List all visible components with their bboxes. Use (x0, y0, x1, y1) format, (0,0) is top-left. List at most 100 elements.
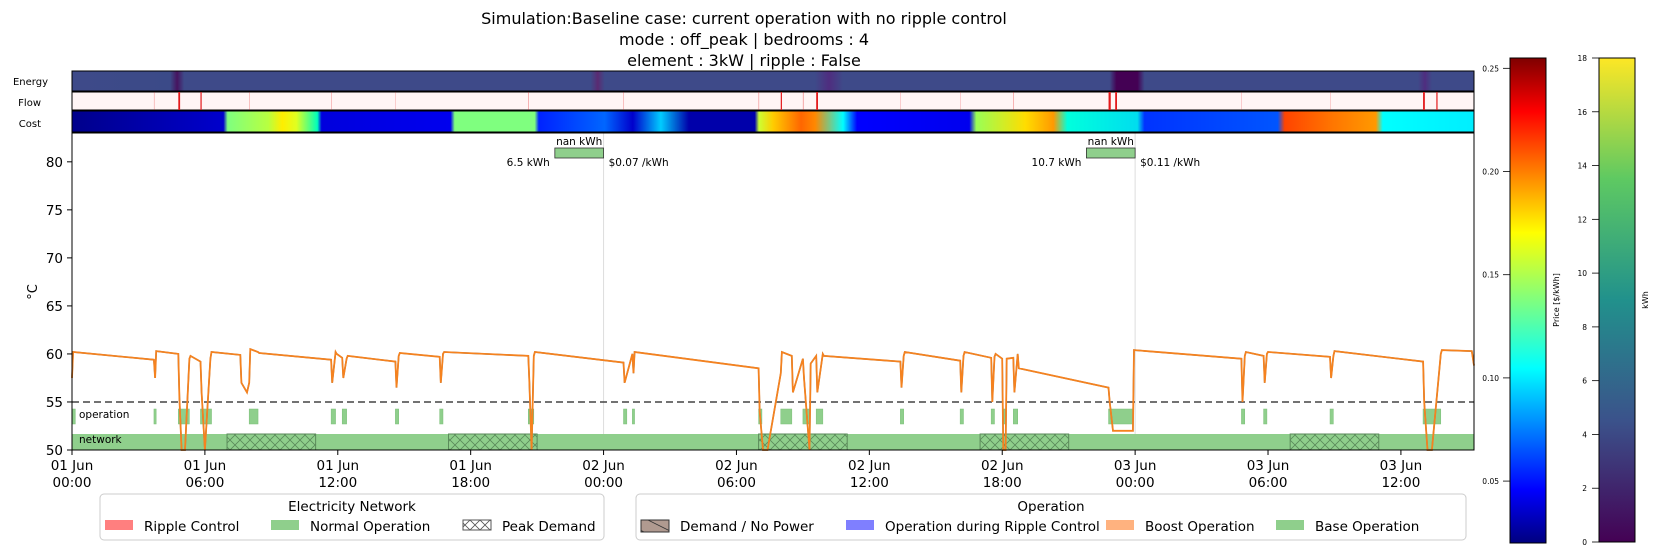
legend-swatch-ripple-operation (846, 520, 874, 530)
flow-strip-label: Flow (18, 98, 41, 109)
energy-tick-label-0: 0 (1582, 538, 1587, 547)
x-tick-label-9-time: 06:00 (1249, 475, 1288, 491)
base-operation-bar-16 (900, 408, 904, 425)
x-tick-label-0-time: 00:00 (53, 475, 92, 491)
base-operation-bar-13 (780, 408, 793, 425)
base-operation-bar-18 (990, 408, 995, 425)
energy-tick-label-5: 10 (1577, 269, 1587, 278)
peak-demand-period-0 (226, 433, 317, 451)
base-operation-bar-23 (1263, 408, 1268, 425)
legend-swatch-demand-no-power-hatch (641, 520, 669, 532)
cost-strip-label: Cost (19, 119, 41, 130)
temperature-line (71, 347, 1475, 451)
price-tick-label-1: 0.10 (1482, 374, 1499, 383)
base-operation-bar-20 (1013, 408, 1018, 425)
energy-tick-label-4: 8 (1582, 323, 1587, 332)
flow-mark-8 (1108, 92, 1111, 110)
x-tick-label-8-date: 03 Jun (1114, 458, 1157, 474)
x-tick-label-6-time: 12:00 (850, 475, 889, 491)
day-box-0 (554, 147, 604, 159)
x-tick-label-8-time: 00:00 (1116, 475, 1155, 491)
x-tick-label-6-date: 02 Jun (848, 458, 891, 474)
y-tick-label-4: 70 (46, 251, 63, 267)
x-tick-label-10-time: 12:00 (1381, 475, 1420, 491)
price-colorbar-label: Price [$/kWh] (1552, 273, 1561, 327)
legend-operation: Operation Demand / No Power Operation du… (635, 493, 1467, 541)
y-tick-label-0: 50 (46, 443, 63, 459)
x-tick-label-1-date: 01 Jun (184, 458, 227, 474)
energy-colorbar-ticks: 0 2 4 6 8 10 12 14 16 18 (1577, 54, 1599, 547)
price-tick-label-0: 0.05 (1482, 477, 1499, 486)
energy-colorbar-label: kWh (1641, 291, 1650, 309)
peak-demand-period-1 (448, 433, 538, 451)
energy-tick-label-2: 4 (1582, 430, 1587, 439)
base-operation-bar-5 (330, 408, 336, 425)
flow-mark-1 (200, 92, 202, 110)
price-colorbar-ticks: 0.05 0.10 0.15 0.20 0.25 (1482, 64, 1510, 486)
price-tick-label-3: 0.20 (1482, 168, 1499, 177)
legend-label-ripple-operation: Operation during Ripple Control (885, 519, 1100, 535)
main-plot: operation network nan kWh 6.5 kWh $0.07 /k… (26, 132, 1475, 491)
base-operation-bar-7 (395, 408, 399, 425)
network-row (72, 433, 1474, 451)
x-tick-label-4-date: 02 Jun (582, 458, 625, 474)
y-axis: 50 55 60 65 70 75 80 (46, 155, 72, 459)
energy-colorbar: 0 2 4 6 8 10 12 14 16 18 kWh (1577, 54, 1650, 547)
flow-mark-4 (780, 92, 782, 110)
legend-swatch-base-operation (1276, 520, 1304, 530)
flow-strip-marks (153, 92, 1438, 110)
x-tick-label-3-time: 18:00 (451, 475, 490, 491)
y-tick-label-1: 55 (46, 395, 63, 411)
x-tick-label-5-time: 06:00 (717, 475, 756, 491)
base-operation-bar-10 (623, 408, 628, 425)
x-tick-label-7-date: 02 Jun (981, 458, 1024, 474)
energy-tick-label-9: 18 (1577, 54, 1587, 63)
y-axis-label: °C (26, 284, 41, 300)
flow-mark-11 (1436, 92, 1438, 110)
legend-label-normal-operation: Normal Operation (310, 519, 430, 535)
day-box-1 (1086, 147, 1136, 159)
peak-demand-period-4 (1289, 433, 1380, 451)
base-operation-bar-6 (341, 408, 347, 425)
flow-mark-2 (528, 92, 529, 110)
base-operation-bar-11 (632, 408, 635, 425)
flow-mark-6 (816, 92, 818, 110)
plot-frame (71, 132, 1475, 451)
y-tick-label-5: 75 (46, 203, 63, 219)
heat-strips: Energy Flow Cost (13, 70, 1475, 133)
x-tick-label-7-time: 18:00 (983, 475, 1022, 491)
day-box-top-label-1: nan kWh (1088, 136, 1134, 148)
legend-operation-frame (635, 493, 1467, 541)
x-tick-label-2-date: 01 Jun (316, 458, 359, 474)
flow-mark-9 (1115, 92, 1117, 110)
chart-title-line1: Simulation:Baseline case: current operat… (481, 9, 1007, 28)
flow-strip (71, 91, 1475, 111)
x-tick-label-2-time: 12:00 (318, 475, 357, 491)
daily-summary-boxes: nan kWh 6.5 kWh $0.07 /kWh nan kWh 10.7 kWh $… (507, 136, 1201, 169)
x-tick-label-1-time: 06:00 (185, 475, 224, 491)
energy-strip (71, 70, 1475, 92)
row-label-network: network (79, 434, 123, 446)
flow-mark-10 (1423, 92, 1425, 110)
energy-tick-label-3: 6 (1582, 377, 1587, 386)
energy-tick-label-1: 2 (1582, 484, 1587, 493)
x-tick-label-10-date: 03 Jun (1380, 458, 1423, 474)
row-label-operation: operation (79, 409, 129, 421)
base-operation-bar-17 (959, 408, 964, 425)
base-operation-bar-4 (248, 408, 259, 425)
chart-title-line2: mode : off_peak | bedrooms : 4 (619, 30, 869, 50)
price-tick-label-2: 0.15 (1482, 271, 1499, 280)
flow-mark-5 (802, 92, 804, 110)
energy-strip-label: Energy (13, 77, 48, 88)
base-operation-bar-8 (439, 408, 444, 425)
peak-demand-period-2 (758, 433, 848, 451)
day-box-right-label-0: $0.07 /kWh (609, 157, 669, 169)
y-tick-label-3: 65 (46, 299, 63, 315)
y-tick-label-6: 80 (46, 155, 63, 171)
legend-network: Electricity Network Ripple Control Norma… (99, 493, 605, 541)
flow-mark-3 (758, 92, 760, 110)
base-operation-bar-22 (1241, 408, 1246, 425)
legend-swatch-ripple-control (105, 520, 133, 530)
